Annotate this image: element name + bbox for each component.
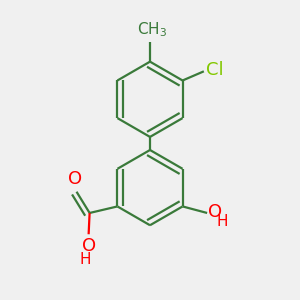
- Text: CH$_3$: CH$_3$: [136, 21, 167, 39]
- Text: H: H: [80, 252, 91, 267]
- Text: H: H: [216, 214, 228, 229]
- Text: Cl: Cl: [206, 61, 224, 79]
- Text: O: O: [82, 237, 96, 255]
- Text: O: O: [208, 203, 223, 221]
- Text: O: O: [68, 170, 82, 188]
